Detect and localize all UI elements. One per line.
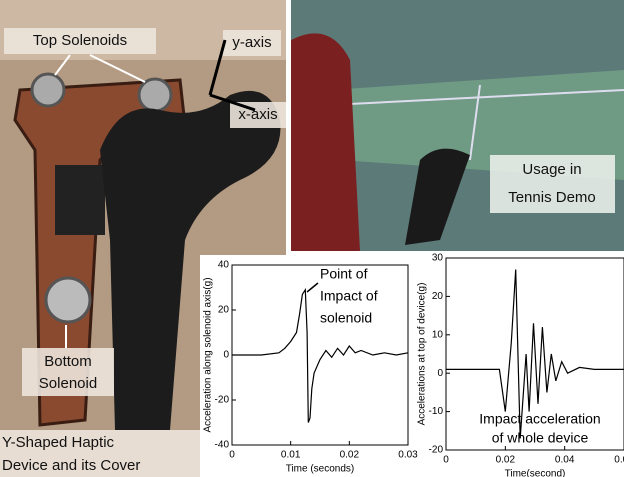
y-tick-label: 0 — [223, 350, 229, 361]
y-tick-label: 10 — [432, 329, 444, 340]
photo-label: Solenoid — [39, 375, 97, 392]
photo-label: x-axis — [238, 106, 277, 123]
annotation: Impact of — [320, 288, 378, 304]
x-tick-label: 0.01 — [281, 450, 301, 461]
y-tick-label: 30 — [432, 253, 444, 264]
person — [291, 33, 360, 251]
y-tick-label: -40 — [215, 440, 230, 451]
photo-label: Device and its Cover — [2, 457, 140, 474]
y-tick-label: -10 — [429, 406, 444, 417]
photo-label: y-axis — [232, 34, 271, 51]
x-axis-label: Time(second) — [505, 469, 566, 477]
x-tick-label: 0.02 — [496, 455, 516, 466]
x-tick-label: 0.04 — [555, 455, 575, 466]
y-tick-label: 20 — [432, 291, 444, 302]
figure: Top Solenoids y-axis x-axis Usage in Tennis … — [0, 0, 624, 477]
solenoid — [139, 79, 171, 111]
annotation: solenoid — [320, 310, 372, 326]
y-tick-label: -20 — [429, 445, 444, 456]
y-axis-label: Accelerations at top of device(g) — [417, 283, 428, 426]
x-tick-label: 0 — [443, 455, 449, 466]
annotation: of whole device — [492, 430, 589, 446]
annotation: Point of — [320, 266, 368, 282]
y-tick-label: 20 — [218, 305, 230, 316]
photo-label: Tennis Demo — [508, 189, 596, 206]
x-tick-label: 0.06 — [614, 455, 624, 466]
y-axis-label: Acceleration along solenoid axis(g) — [203, 277, 214, 432]
y-tick-label: -20 — [215, 395, 230, 406]
battery — [55, 165, 105, 235]
x-axis-label: Time (seconds) — [286, 464, 355, 475]
y-tick-label: 40 — [218, 260, 230, 271]
solenoid — [46, 278, 90, 322]
photo-label: Bottom — [44, 353, 92, 370]
photo-label: Y-Shaped Haptic — [2, 434, 115, 451]
photo-label: Top Solenoids — [33, 32, 127, 49]
annotation: Impact acceleration — [479, 411, 600, 427]
x-tick-label: 0 — [229, 450, 235, 461]
solenoid — [32, 74, 64, 106]
x-tick-label: 0.02 — [340, 450, 360, 461]
x-tick-label: 0.03 — [398, 450, 418, 461]
photo-label: Usage in — [522, 161, 581, 178]
y-tick-label: 0 — [437, 368, 443, 379]
